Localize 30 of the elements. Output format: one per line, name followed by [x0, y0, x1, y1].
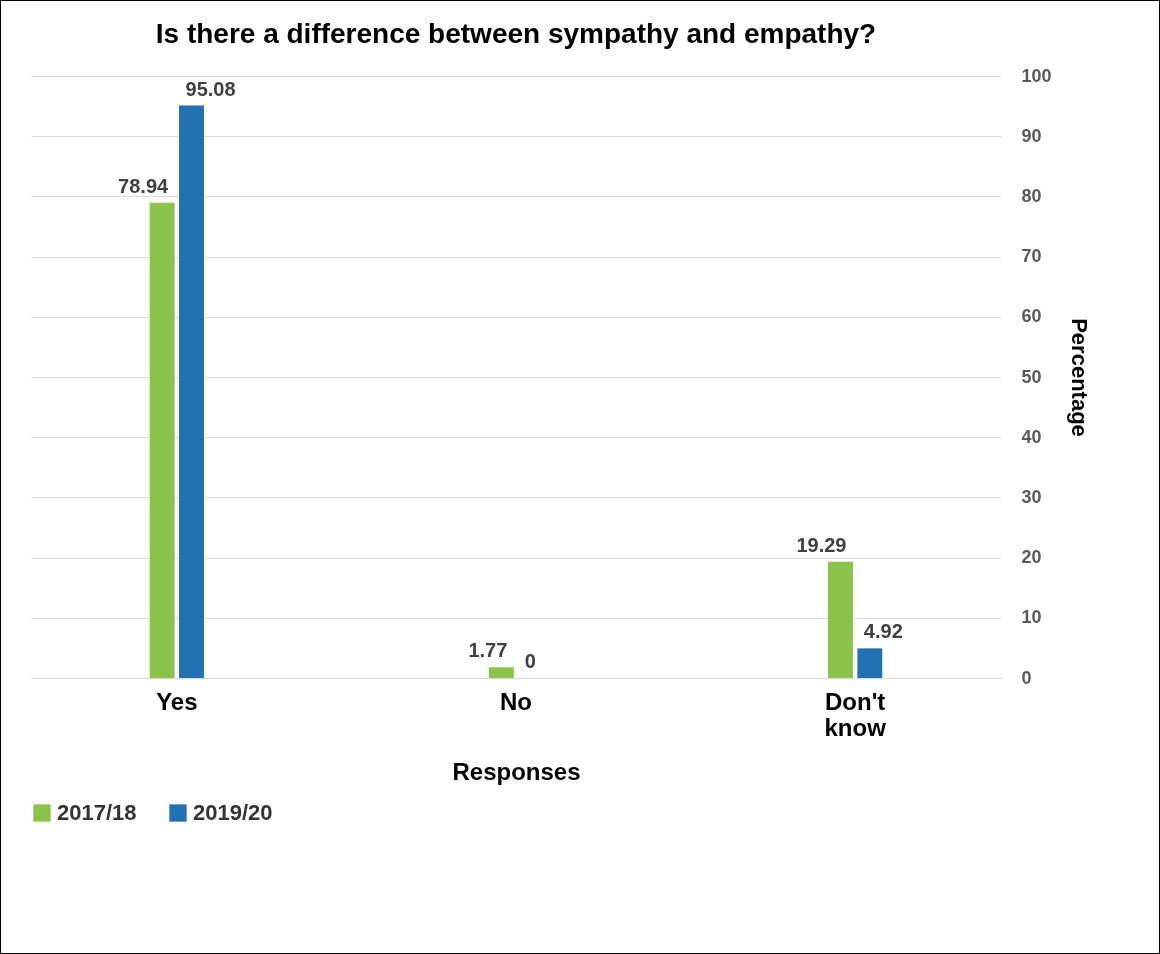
x-tick-label: No: [500, 687, 532, 715]
legend-label: 2019/20: [193, 800, 273, 825]
data-label: 95.08: [185, 77, 236, 100]
x-tick-label: Yes: [156, 687, 198, 715]
y-tick-label: 70: [1021, 246, 1042, 267]
y-tick-label: 20: [1021, 547, 1042, 568]
legend-label: 2017/18: [57, 800, 137, 825]
y-tick-label: 50: [1021, 366, 1042, 387]
y-tick-label: 10: [1021, 607, 1042, 628]
y-tick-label: 60: [1021, 306, 1042, 327]
bar: [488, 667, 514, 678]
data-label: 78.94: [118, 174, 170, 197]
data-label: 1.77: [468, 639, 508, 662]
y-axis-title: Percentage: [1066, 318, 1092, 437]
bar: [828, 561, 853, 678]
y-tick-label: 90: [1021, 125, 1042, 146]
bar: [149, 202, 175, 678]
data-label: 0: [524, 650, 536, 672]
x-tick-label: Don't know: [824, 687, 887, 741]
bar: [857, 648, 883, 678]
y-tick-label: 100: [1021, 65, 1052, 86]
chart-title: Is there a difference between sympathy and empathy?: [155, 18, 877, 49]
y-tick-label: 80: [1021, 185, 1042, 206]
y-tick-label: 30: [1021, 486, 1042, 507]
y-tick-label: 40: [1021, 426, 1042, 447]
data-label: 4.92: [863, 620, 903, 643]
data-label: 19.29: [796, 533, 847, 556]
bar: [179, 105, 204, 678]
y-tick-label: 0: [1021, 667, 1032, 688]
x-axis-title: Responses: [452, 757, 581, 785]
